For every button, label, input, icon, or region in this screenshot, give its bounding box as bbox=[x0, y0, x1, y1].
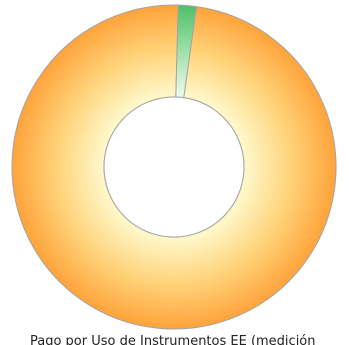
donut-hole bbox=[103, 96, 245, 238]
donut-slices bbox=[11, 4, 337, 330]
chart-caption: Pago por Uso de Instrumentos EE (medició… bbox=[30, 334, 316, 345]
